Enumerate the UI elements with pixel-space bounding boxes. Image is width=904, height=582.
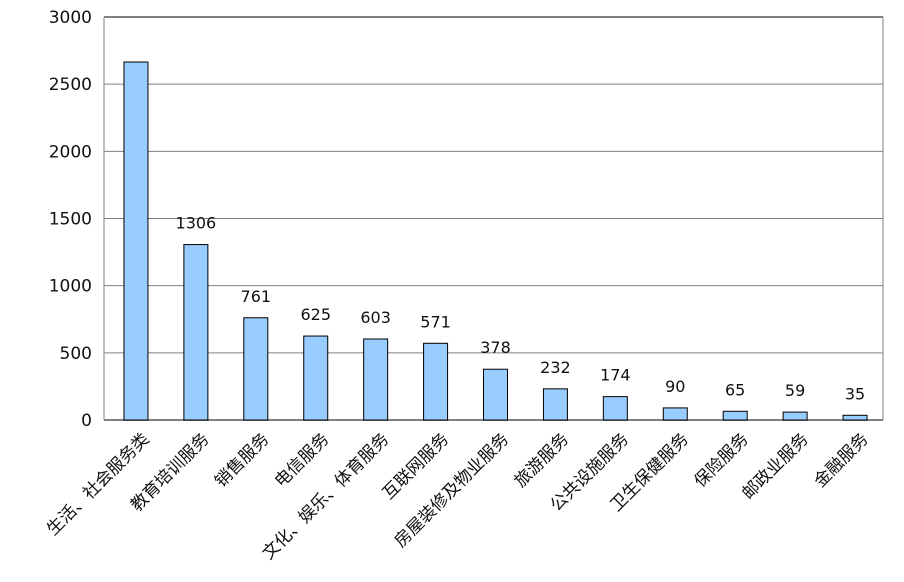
y-tick-label: 0 — [81, 411, 92, 431]
data-label: 90 — [665, 377, 685, 396]
bar — [602, 396, 628, 421]
bar — [423, 342, 449, 421]
data-label: 232 — [540, 358, 571, 377]
bar — [722, 410, 748, 421]
data-label: 603 — [360, 308, 391, 327]
bar — [183, 244, 209, 421]
x-category-label: 金融服务 — [810, 429, 872, 491]
y-axis-tick-labels: 0 500 1000 1500 2000 2500 3000 — [49, 8, 92, 431]
bar — [662, 407, 688, 421]
data-label: 571 — [420, 312, 451, 331]
data-label: 625 — [300, 305, 331, 324]
data-label: 59 — [785, 381, 805, 400]
bar — [842, 414, 868, 421]
data-label: 761 — [241, 287, 272, 306]
bar — [483, 368, 508, 421]
y-tick-label: 500 — [60, 344, 92, 364]
data-label: 35 — [845, 384, 865, 403]
x-axis-category-labels: 生活、社会服务类教育培训服务销售服务电信服务文化、娱乐、体育服务互联网服务房屋装… — [43, 429, 872, 563]
y-tick-label: 2500 — [49, 75, 92, 95]
data-label: 174 — [600, 366, 631, 385]
bar — [303, 335, 329, 421]
y-tick-label: 2000 — [49, 142, 92, 162]
data-label: 1306 — [176, 214, 217, 233]
bar — [243, 317, 269, 421]
y-tick-label: 1500 — [49, 210, 92, 230]
x-category-label: 房屋装修及物业服务 — [391, 429, 513, 551]
bar — [363, 338, 389, 421]
x-category-label: 电信服务 — [271, 429, 333, 491]
x-category-label: 保险服务 — [691, 429, 753, 491]
data-label: 378 — [480, 338, 511, 357]
data-label: 65 — [725, 380, 745, 399]
data-labels: 1306 761 625 603 571 378 232 174 90 65 59 35 — [176, 214, 866, 404]
bar — [123, 61, 149, 421]
bars — [123, 61, 868, 421]
y-tick-label: 1000 — [49, 277, 92, 297]
bar — [542, 388, 568, 421]
x-category-label: 旅游服务 — [511, 429, 573, 491]
x-category-label: 销售服务 — [211, 429, 273, 491]
gridlines — [103, 16, 884, 421]
x-category-label: 生活、社会服务类 — [43, 429, 153, 539]
bar — [782, 411, 808, 421]
y-tick-label: 3000 — [49, 8, 92, 28]
